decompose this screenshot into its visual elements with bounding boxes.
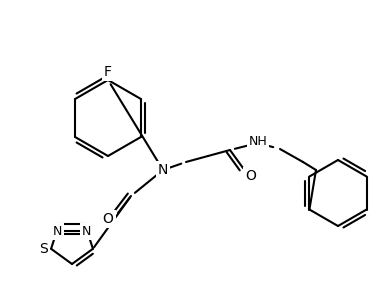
Text: F: F: [104, 65, 112, 79]
Text: N: N: [52, 225, 62, 238]
Text: N: N: [158, 163, 168, 177]
Text: O: O: [103, 212, 113, 226]
Text: S: S: [39, 242, 47, 256]
Text: NH: NH: [249, 135, 267, 147]
Text: N: N: [82, 225, 91, 238]
Text: O: O: [245, 169, 256, 183]
